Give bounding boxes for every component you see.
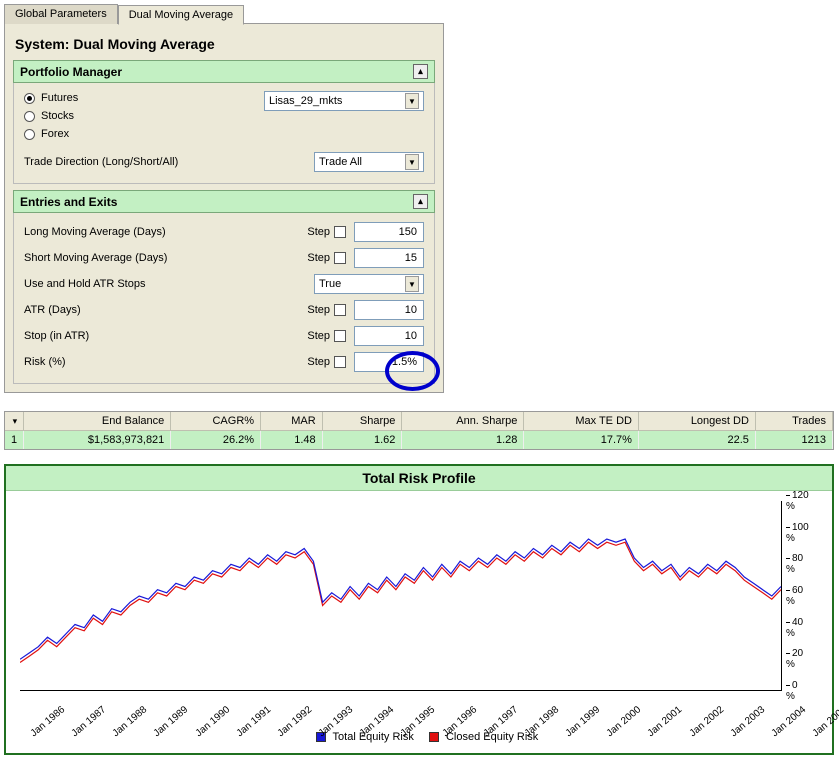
market-dropdown[interactable]: Lisas_29_mkts ▼ [264,91,424,111]
step-checkbox[interactable] [334,252,346,264]
results-col-header[interactable]: ▾ [5,412,24,431]
param-label: Short Moving Average (Days) [24,252,307,264]
radio-row-forex[interactable]: Forex [24,125,264,143]
param-label: ATR (Days) [24,304,307,316]
step-label: Step [307,356,330,368]
system-title: System: Dual Moving Average [13,32,435,60]
chart-lines [20,501,781,691]
direction-dropdown[interactable]: Trade All ▼ [314,152,424,172]
param-row: Long Moving Average (Days)Step 150 [24,219,424,245]
results-cell: 1.62 [322,431,402,450]
radio-stocks[interactable] [24,111,35,122]
param-row: ATR (Days)Step 10 [24,297,424,323]
y-tick: 0% [786,680,798,702]
direction-label: Trade Direction (Long/Short/All) [24,156,314,168]
tab-dual-moving-average[interactable]: Dual Moving Average [118,5,244,25]
step-checkbox[interactable] [334,330,346,342]
section-body-portfolio: Futures Stocks Forex Lisas_29_mkts ▼ T [13,83,435,184]
param-input[interactable]: 10 [354,300,424,320]
step-label: Step [307,226,330,238]
results-cell: 26.2% [171,431,261,450]
param-row: Use and Hold ATR Stops True ▼ [24,271,424,297]
tab-strip: Global Parameters Dual Moving Average [4,4,835,24]
results-col-header[interactable]: Sharpe [322,412,402,431]
y-tick: 40% [786,617,803,639]
y-tick: 80% [786,553,803,575]
results-cell: 22.5 [638,431,755,450]
results-col-header[interactable]: Longest DD [638,412,755,431]
results-cell: $1,583,973,821 [24,431,171,450]
x-tick: Jan 2005 [811,704,839,758]
chart-panel: Total Risk Profile 0% 20% 40% 60% 80% 100% 120… [4,464,834,755]
param-dropdown-value: True [319,278,401,290]
param-dropdown[interactable]: True ▼ [314,274,424,294]
param-row: Risk (%)Step 1.5% [24,349,424,375]
collapse-entries-button[interactable]: ▴ [413,194,428,209]
step-checkbox[interactable] [334,356,346,368]
y-tick: 100% [786,522,809,544]
section-title-entries: Entries and Exits [20,195,117,209]
chevron-down-icon: ▼ [405,93,419,109]
results-header-row: ▾End BalanceCAGR%MARSharpeAnn. SharpeMax… [5,412,833,431]
results-col-header[interactable]: Trades [755,412,832,431]
radio-label-stocks: Stocks [41,110,74,122]
system-panel: System: Dual Moving Average Portfolio Ma… [4,23,444,393]
y-tick: 120% [786,490,809,512]
results-cell: 1.28 [402,431,524,450]
radio-row-futures[interactable]: Futures [24,89,264,107]
tab-global-parameters[interactable]: Global Parameters [4,4,118,24]
plot-area [20,501,782,691]
step-checkbox[interactable] [334,226,346,238]
results-cell: 1.48 [261,431,323,450]
y-tick: 20% [786,648,803,670]
radio-label-futures: Futures [41,92,78,104]
step-checkbox[interactable] [334,304,346,316]
radio-forex[interactable] [24,129,35,140]
param-input[interactable]: 15 [354,248,424,268]
param-label: Long Moving Average (Days) [24,226,307,238]
x-axis-line [20,690,781,691]
results-cell: 17.7% [524,431,639,450]
x-axis: Jan 1986Jan 1987Jan 1988Jan 1989Jan 1990… [20,693,822,729]
param-row: Short Moving Average (Days)Step 15 [24,245,424,271]
step-label: Step [307,304,330,316]
param-input[interactable]: 10 [354,326,424,346]
results-col-header[interactable]: CAGR% [171,412,261,431]
chevron-down-icon: ▼ [405,276,419,292]
param-label: Use and Hold ATR Stops [24,278,314,290]
results-col-header[interactable]: Ann. Sharpe [402,412,524,431]
y-tick: 60% [786,585,803,607]
results-data-row[interactable]: 1$1,583,973,82126.2%1.481.621.2817.7%22.… [5,431,833,450]
step-label: Step [307,252,330,264]
chart-title: Total Risk Profile [6,466,832,491]
param-input[interactable]: 150 [354,222,424,242]
param-label: Risk (%) [24,356,307,368]
direction-dropdown-value: Trade All [319,156,401,168]
results-table: ▾End BalanceCAGR%MARSharpeAnn. SharpeMax… [4,411,834,450]
section-body-entries: Long Moving Average (Days)Step150Short M… [13,213,435,384]
results-col-header[interactable]: MAR [261,412,323,431]
param-label: Stop (in ATR) [24,330,307,342]
section-header-entries: Entries and Exits ▴ [13,190,435,213]
results-cell: 1 [5,431,24,450]
param-input[interactable]: 1.5% [354,352,424,372]
chevron-down-icon: ▼ [405,154,419,170]
radio-futures[interactable] [24,93,35,104]
radio-label-forex: Forex [41,128,69,140]
radio-row-stocks[interactable]: Stocks [24,107,264,125]
chart-body: 0% 20% 40% 60% 80% 100% 120% Jan 1986Jan 1987J… [6,491,832,753]
param-row: Stop (in ATR)Step 10 [24,323,424,349]
market-dropdown-value: Lisas_29_mkts [269,95,401,107]
results-col-header[interactable]: End Balance [24,412,171,431]
step-label: Step [307,330,330,342]
y-axis: 0%20%40%60%80%100%120% [782,501,822,691]
collapse-portfolio-button[interactable]: ▴ [413,64,428,79]
results-col-header[interactable]: Max TE DD [524,412,639,431]
results-cell: 1213 [755,431,832,450]
section-header-portfolio: Portfolio Manager ▴ [13,60,435,83]
section-title-portfolio: Portfolio Manager [20,65,122,79]
